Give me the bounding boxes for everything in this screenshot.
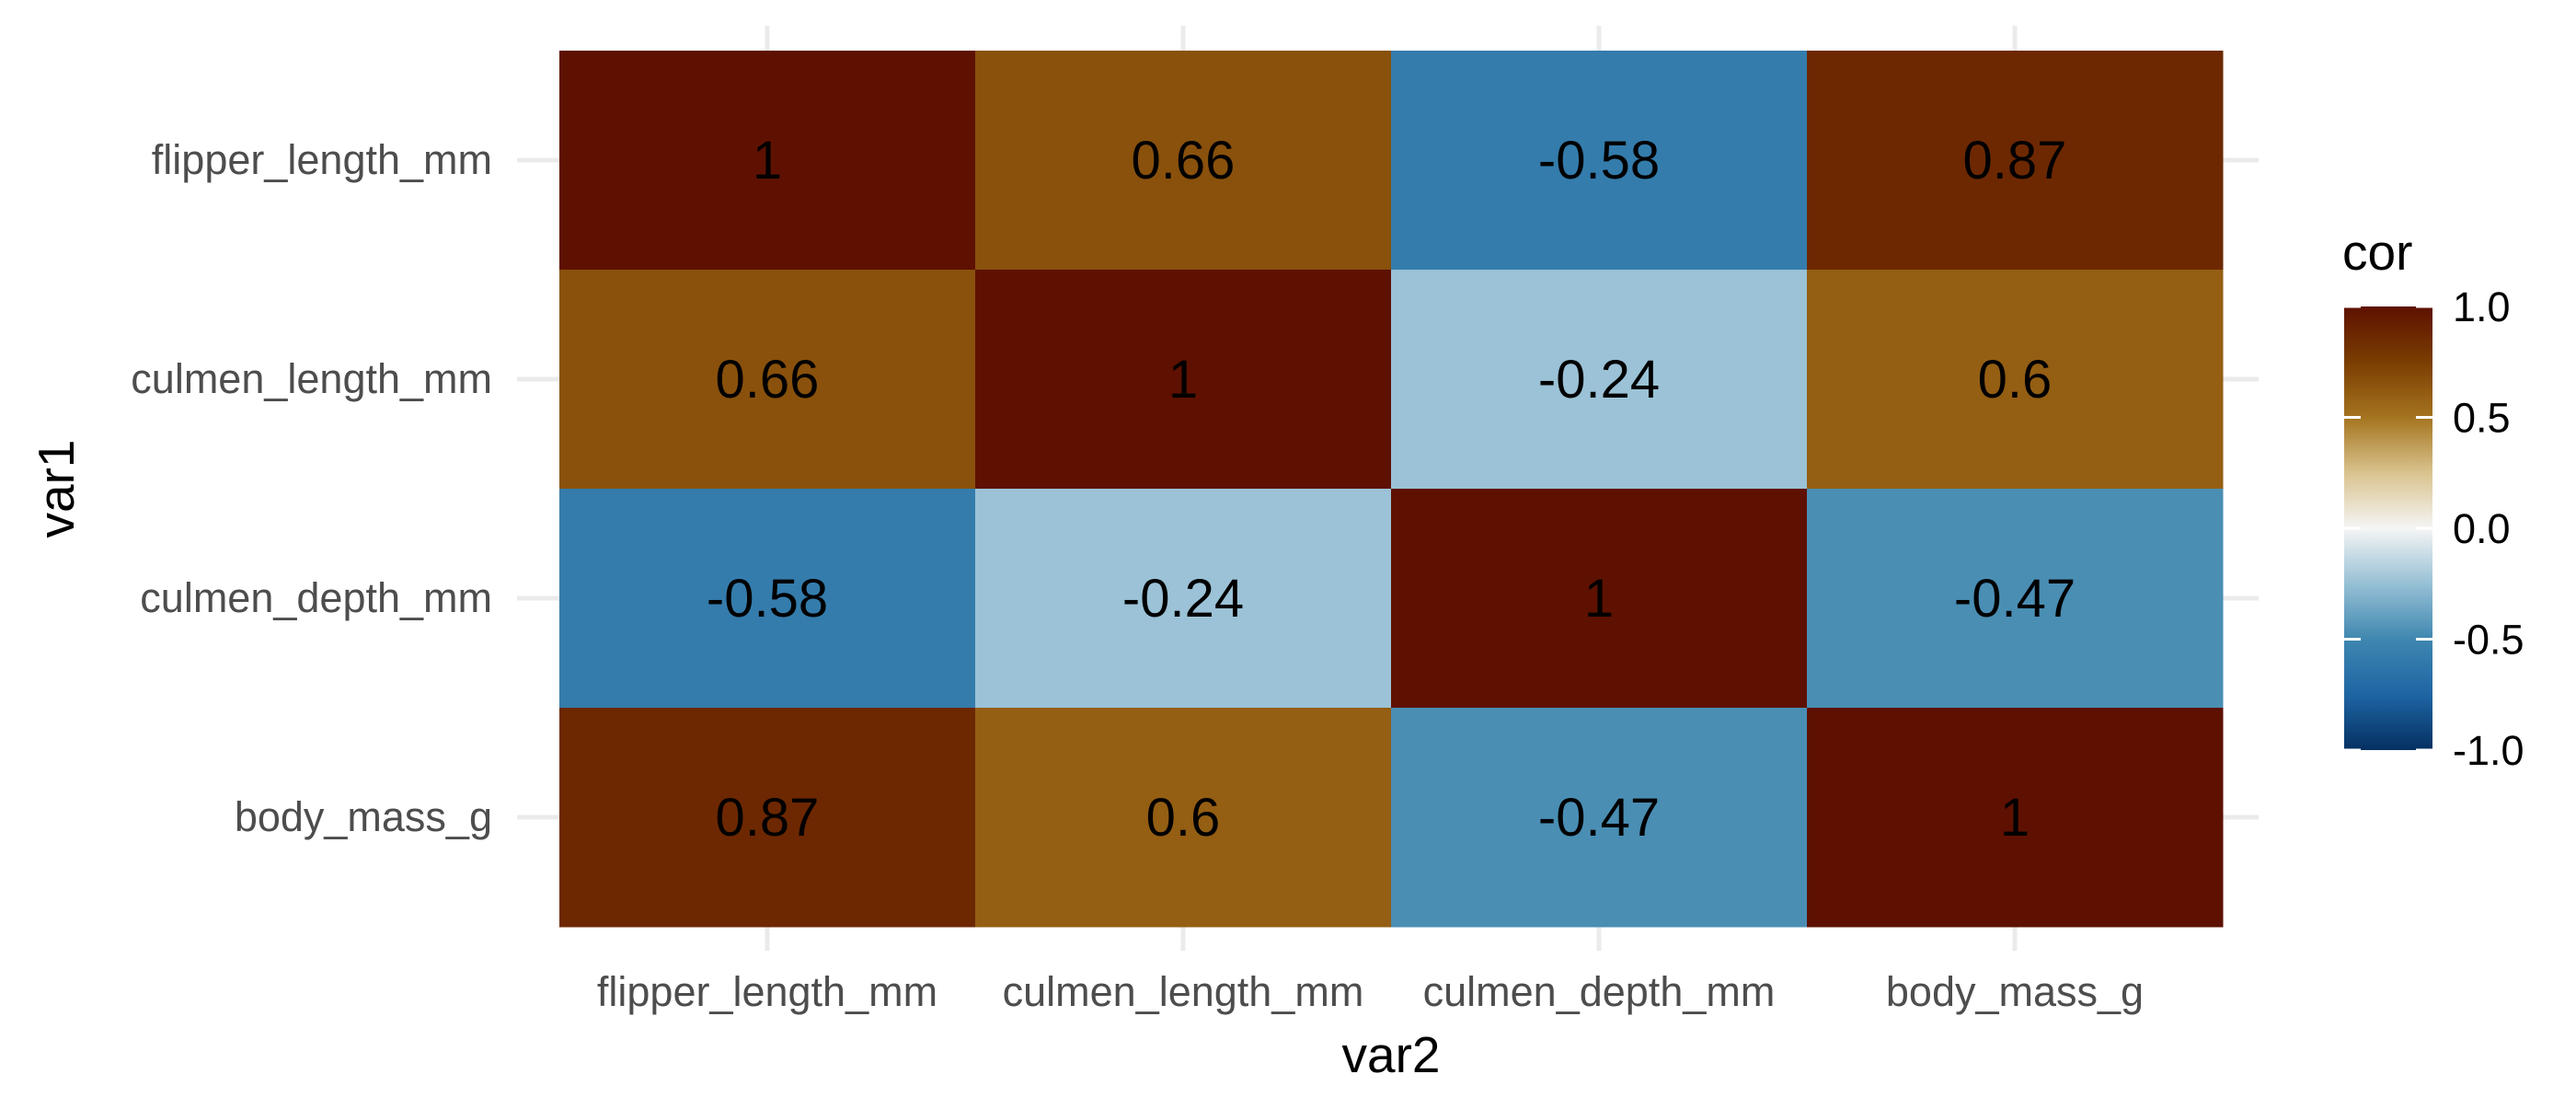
heatmap-cells xyxy=(559,51,2224,928)
heatmap-cell xyxy=(975,270,1392,490)
cell-value-label: 1 xyxy=(2000,788,2030,848)
x-axis-title: var2 xyxy=(1342,1026,1441,1083)
heatmap-cell xyxy=(975,708,1392,928)
heatmap-cell xyxy=(559,708,976,928)
heatmap-cell xyxy=(559,51,976,271)
legend-tick-label: -0.5 xyxy=(2453,617,2524,664)
cell-value-label: 0.66 xyxy=(716,350,820,410)
cell-value-label: -0.24 xyxy=(1538,350,1660,410)
x-tick-label: body_mass_g xyxy=(1886,968,2144,1015)
heatmap-cell xyxy=(1391,270,1808,490)
x-tick-label: culmen_length_mm xyxy=(1003,968,1364,1015)
cell-value-label: 0.66 xyxy=(1132,131,1236,191)
heatmap-cell xyxy=(559,489,976,709)
heatmap-cell xyxy=(1391,489,1808,709)
heatmap-cell xyxy=(1807,51,2224,271)
heatmap-cell xyxy=(1391,708,1808,928)
y-axis-title: var1 xyxy=(28,440,85,538)
legend-ticks: 1.0 0.5 0.0 -0.5 -1.0 xyxy=(2344,283,2524,774)
cell-value-label: 1 xyxy=(1168,350,1198,410)
cell-value-label: 0.6 xyxy=(1146,788,1221,848)
y-tick-label: flipper_length_mm xyxy=(152,136,492,183)
x-tick-label: culmen_depth_mm xyxy=(1423,968,1776,1015)
cell-value-label: -0.47 xyxy=(1954,569,2076,629)
cell-value-label: 0.6 xyxy=(1978,350,2053,410)
cell-value-label: 0.87 xyxy=(716,788,820,848)
cell-value-labels: 1 0.66 -0.58 0.87 0.66 1 -0.24 0.6 -0.58 -0.24 1 -0… xyxy=(707,131,2076,848)
legend-tick-label: 0.5 xyxy=(2453,395,2511,442)
cell-value-label: -0.58 xyxy=(707,569,828,629)
cell-value-label: -0.58 xyxy=(1538,131,1660,191)
legend-tick-label: 1.0 xyxy=(2453,283,2511,330)
y-tick-label: culmen_length_mm xyxy=(131,355,492,402)
y-tick-label: culmen_depth_mm xyxy=(140,574,492,621)
legend-tick-label: -1.0 xyxy=(2453,727,2524,774)
legend-tick-label: 0.0 xyxy=(2453,505,2511,552)
x-tick-label: flipper_length_mm xyxy=(597,968,937,1015)
heatmap-cell xyxy=(1807,270,2224,490)
heatmap-cell xyxy=(1391,51,1808,271)
x-axis-tick-labels: flipper_length_mm culmen_length_mm culmen_… xyxy=(597,968,2144,1015)
cell-value-label: 1 xyxy=(753,131,782,191)
cell-value-label: -0.24 xyxy=(1122,569,1244,629)
color-legend: cor 1.0 0.5 0.0 -0.5 -1.0 xyxy=(2342,224,2524,774)
heatmap-cell xyxy=(975,489,1392,709)
heatmap-cell xyxy=(1807,489,2224,709)
heatmap-cell xyxy=(1807,708,2224,928)
legend-title: cor xyxy=(2342,224,2412,281)
y-axis-tick-labels: flipper_length_mm culmen_length_mm culmen_… xyxy=(131,136,492,840)
heatmap-cell xyxy=(975,51,1392,271)
cell-value-label: -0.47 xyxy=(1538,788,1660,848)
cell-value-label: 0.87 xyxy=(1963,131,2067,191)
heatmap-cell xyxy=(559,270,976,490)
cell-value-label: 1 xyxy=(1584,569,1614,629)
y-tick-label: body_mass_g xyxy=(235,793,492,840)
